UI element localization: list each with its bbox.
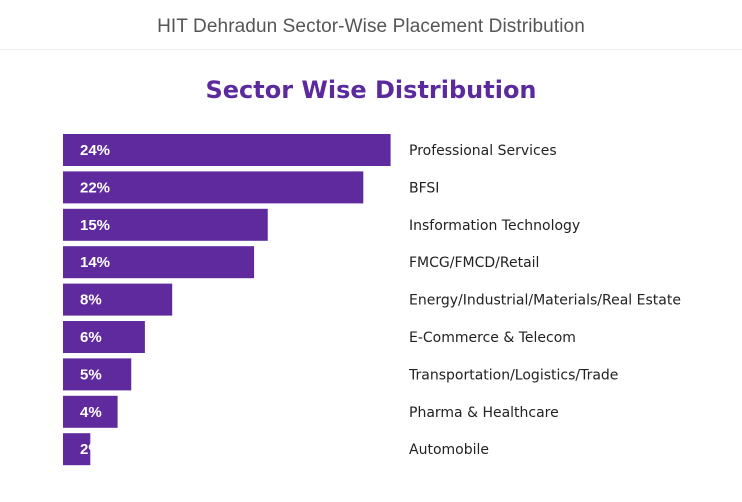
category-label: BFSI xyxy=(409,180,439,196)
bar xyxy=(63,208,268,241)
bar xyxy=(63,246,255,279)
chart-title: Sector Wise Distribution xyxy=(205,76,537,104)
category-label: FMCG/FMCD/Retail xyxy=(409,255,539,271)
category-label: Automobile xyxy=(409,442,489,458)
bar-value-label: 22% xyxy=(80,179,110,196)
bars-group: 24% Professional Services 22% BFSI 15% Insfor… xyxy=(63,134,681,466)
category-label: Professional Services xyxy=(409,143,557,159)
bar xyxy=(63,358,132,391)
category-label: Insformation Technology xyxy=(409,218,580,234)
page-title: HIT Dehradun Sector-Wise Placement Distr… xyxy=(157,15,585,37)
bar-value-label: 4% xyxy=(80,404,102,421)
bar-value-label: 8% xyxy=(80,292,102,309)
bar-value-label: 24% xyxy=(80,142,110,159)
bar xyxy=(63,321,145,353)
bar-value-label: 2% xyxy=(80,441,102,458)
category-label: E-Commerce & Telecom xyxy=(409,330,576,346)
bar xyxy=(63,433,91,466)
bar xyxy=(63,134,391,166)
bar-value-label: 5% xyxy=(80,366,102,383)
page-header: HIT Dehradun Sector-Wise Placement Distr… xyxy=(0,0,742,50)
category-label: Energy/Industrial/Materials/Real Estate xyxy=(409,293,681,309)
category-label: Transportation/Logistics/Trade xyxy=(408,367,618,383)
bar xyxy=(63,171,364,204)
bar-value-label: 6% xyxy=(80,329,102,346)
category-label: Pharma & Healthcare xyxy=(409,405,559,421)
bar xyxy=(63,283,173,316)
bar xyxy=(63,395,118,428)
bar-value-label: 15% xyxy=(80,217,110,234)
bar-value-label: 14% xyxy=(80,254,110,271)
